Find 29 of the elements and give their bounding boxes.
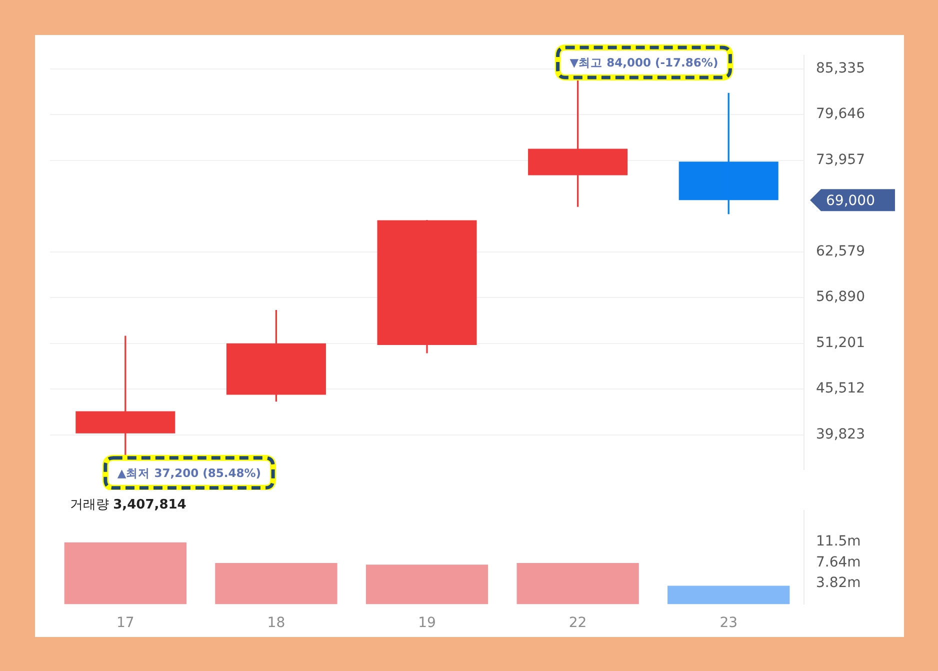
candlestick bbox=[528, 79, 628, 207]
y-tick-label: 11.5m bbox=[816, 533, 861, 550]
y-tick-label: 7.64m bbox=[816, 554, 861, 570]
y-tick-label: 56,890 bbox=[816, 289, 865, 306]
x-tick-label: 18 bbox=[267, 615, 286, 632]
y-tick-label: 51,201 bbox=[816, 334, 865, 351]
x-tick-label: 19 bbox=[418, 615, 436, 632]
candlestick bbox=[678, 92, 778, 214]
candlestick bbox=[226, 310, 326, 402]
y-tick-label: 3.82m bbox=[816, 575, 861, 592]
annotation: 거래량 3,407,814 bbox=[70, 497, 186, 512]
candlestick bbox=[377, 220, 477, 354]
bar bbox=[516, 562, 639, 604]
x-tick-label: 23 bbox=[720, 615, 738, 632]
y-tick-label: 85,335 bbox=[816, 60, 865, 76]
annotation: ▲최저 37,200 (85.48%) bbox=[117, 466, 262, 480]
y-tick-label: 45,512 bbox=[816, 380, 865, 397]
bar bbox=[668, 586, 790, 604]
y-tick-label: 73,957 bbox=[816, 152, 865, 168]
text: 69,000 bbox=[826, 192, 875, 209]
annotation: ▼최고 84,000 (-17.86%) bbox=[570, 56, 718, 70]
y-tick-label: 39,823 bbox=[816, 426, 865, 442]
bar bbox=[215, 562, 338, 604]
x-tick-label: 22 bbox=[568, 615, 587, 632]
y-tick-label: 62,579 bbox=[816, 243, 865, 260]
bar bbox=[64, 542, 186, 604]
y-tick-label: 79,646 bbox=[816, 106, 866, 122]
bar bbox=[366, 564, 488, 604]
x-tick-label: 17 bbox=[116, 615, 134, 632]
